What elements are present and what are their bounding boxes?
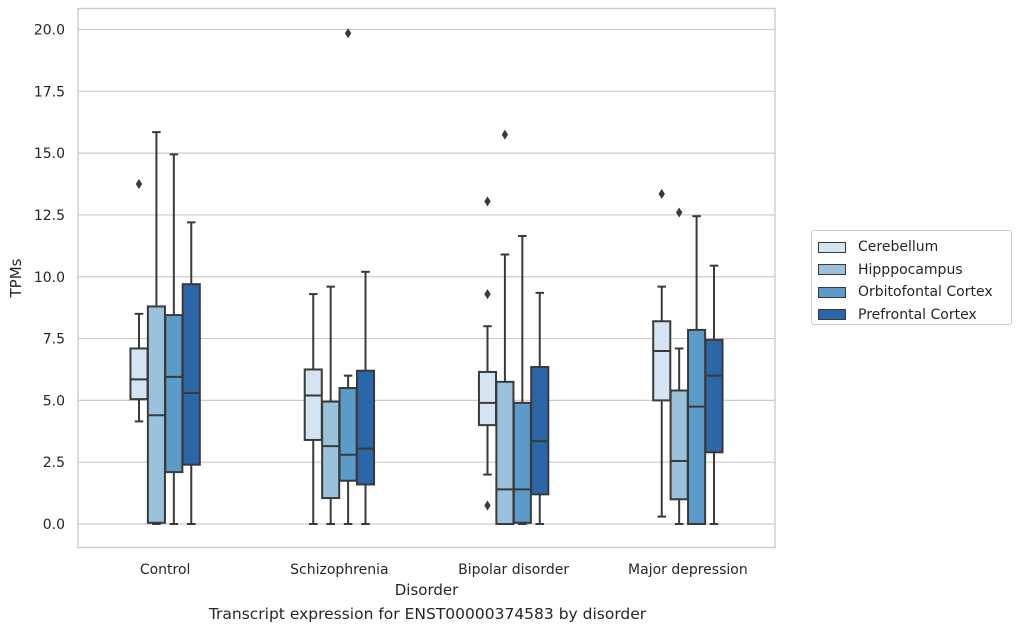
- legend-label-cerebellum: Cerebellum: [858, 239, 939, 256]
- box-body-schizophrenia-cerebellum: [303, 368, 323, 441]
- legend-label-orbitofrontal: Orbitofontal Cortex: [858, 284, 993, 301]
- box-control-cerebellum: [129, 179, 149, 423]
- box-body-control-cerebellum: [129, 347, 149, 401]
- box-major-depression-hipppocampus: [669, 207, 689, 526]
- legend-item-cerebellum: Cerebellum: [818, 236, 1011, 259]
- y-tick-15-0: 15.0: [34, 146, 65, 162]
- box-bipolar-disorder-prefrontal-cortex: [530, 291, 550, 526]
- chart-caption: Transcript expression for ENST0000037458…: [208, 605, 647, 623]
- box-bipolar-disorder-cerebellum: [477, 196, 498, 511]
- y-tick-20-0: 20.0: [34, 23, 65, 39]
- box-schizophrenia-hipppocampus: [321, 285, 341, 526]
- x-tick-labels: Control Schizophrenia Bipolar disorder Majo…: [140, 562, 748, 578]
- box-body-schizophrenia-orbitofontal-cortex: [338, 387, 358, 482]
- box-control-orbitofontal-cortex: [164, 153, 184, 526]
- legend-item-hippocampus: Hipppocampus: [818, 259, 1011, 282]
- box-body-bipolar-disorder-prefrontal-cortex: [530, 366, 550, 496]
- outlier-major-depression-hipppocampus-0: [675, 207, 683, 218]
- box-major-depression-prefrontal-cortex: [704, 264, 724, 526]
- box-schizophrenia-orbitofontal-cortex: [338, 28, 358, 526]
- box-body-major-depression-cerebellum: [652, 320, 672, 402]
- y-tick-2-5: 2.5: [43, 455, 65, 471]
- legend-swatch-orbitofrontal: [818, 286, 846, 298]
- box-body-bipolar-disorder-cerebellum: [477, 370, 498, 427]
- outlier-major-depression-cerebellum-0: [658, 188, 665, 199]
- outlier-schizophrenia-orbitofontal-cortex-0: [344, 28, 352, 39]
- box-bipolar-disorder-orbitofontal-cortex: [512, 234, 532, 526]
- outlier-bipolar-disorder-cerebellum-2: [484, 196, 491, 207]
- box-control-hipppocampus: [146, 131, 166, 526]
- x-tick-control: Control: [140, 562, 191, 578]
- y-tick-0-0: 0.0: [43, 517, 65, 533]
- y-tick-7-5: 7.5: [43, 332, 65, 348]
- box-body-schizophrenia-prefrontal-cortex: [355, 369, 376, 486]
- box-body-major-depression-prefrontal-cortex: [704, 338, 724, 454]
- outlier-control-cerebellum-0: [135, 179, 143, 190]
- outlier-bipolar-disorder-hipppocampus-0: [501, 129, 509, 140]
- y-tick-5-0: 5.0: [43, 393, 65, 409]
- box-body-control-orbitofontal-cortex: [164, 314, 184, 474]
- legend-swatch-prefrontal: [818, 309, 846, 321]
- y-tick-10-0: 10.0: [34, 270, 65, 286]
- box-body-control-prefrontal-cortex: [181, 283, 201, 466]
- outlier-bipolar-disorder-cerebellum-1: [484, 289, 491, 300]
- box-schizophrenia-cerebellum: [303, 293, 323, 526]
- y-axis-label: TPMs: [7, 258, 25, 298]
- x-axis-label: Disorder: [395, 581, 459, 599]
- y-tick-17-5: 17.5: [34, 84, 65, 100]
- legend-swatch-hippocampus: [818, 264, 846, 276]
- y-tick-labels: 0.0 2.5 5.0 7.5 10.0 12.5 15.0 17.5 20.0: [34, 23, 65, 533]
- box-major-depression-cerebellum: [652, 188, 672, 518]
- legend-label-hippocampus: Hipppocampus: [858, 261, 963, 278]
- legend: Cerebellum Hipppocampus Orbitofontal Cor…: [811, 230, 1012, 325]
- x-tick-major-depression: Major depression: [628, 562, 748, 578]
- x-tick-bipolar-disorder: Bipolar disorder: [458, 562, 569, 578]
- box-control-prefrontal-cortex: [181, 221, 201, 526]
- legend-swatch-cerebellum: [818, 241, 846, 253]
- box-body-bipolar-disorder-orbitofontal-cortex: [512, 401, 532, 524]
- outlier-bipolar-disorder-cerebellum-0: [484, 500, 491, 511]
- box-bipolar-disorder-hipppocampus: [495, 129, 515, 526]
- plot-frame: [77, 7, 776, 549]
- legend-label-prefrontal: Prefrontal Cortex: [858, 306, 977, 323]
- y-tick-12-5: 12.5: [34, 208, 65, 224]
- x-tick-schizophrenia: Schizophrenia: [290, 562, 388, 578]
- box-schizophrenia-prefrontal-cortex: [355, 270, 376, 526]
- box-body-major-depression-hipppocampus: [669, 389, 689, 501]
- boxes: [129, 28, 724, 526]
- box-body-major-depression-orbitofontal-cortex: [687, 328, 707, 526]
- box-major-depression-orbitofontal-cortex: [687, 215, 707, 526]
- legend-item-orbitofrontal: Orbitofontal Cortex: [818, 281, 1011, 304]
- box-body-bipolar-disorder-hipppocampus: [495, 380, 515, 526]
- box-body-schizophrenia-hipppocampus: [321, 400, 341, 500]
- legend-item-prefrontal: Prefrontal Cortex: [818, 304, 1011, 327]
